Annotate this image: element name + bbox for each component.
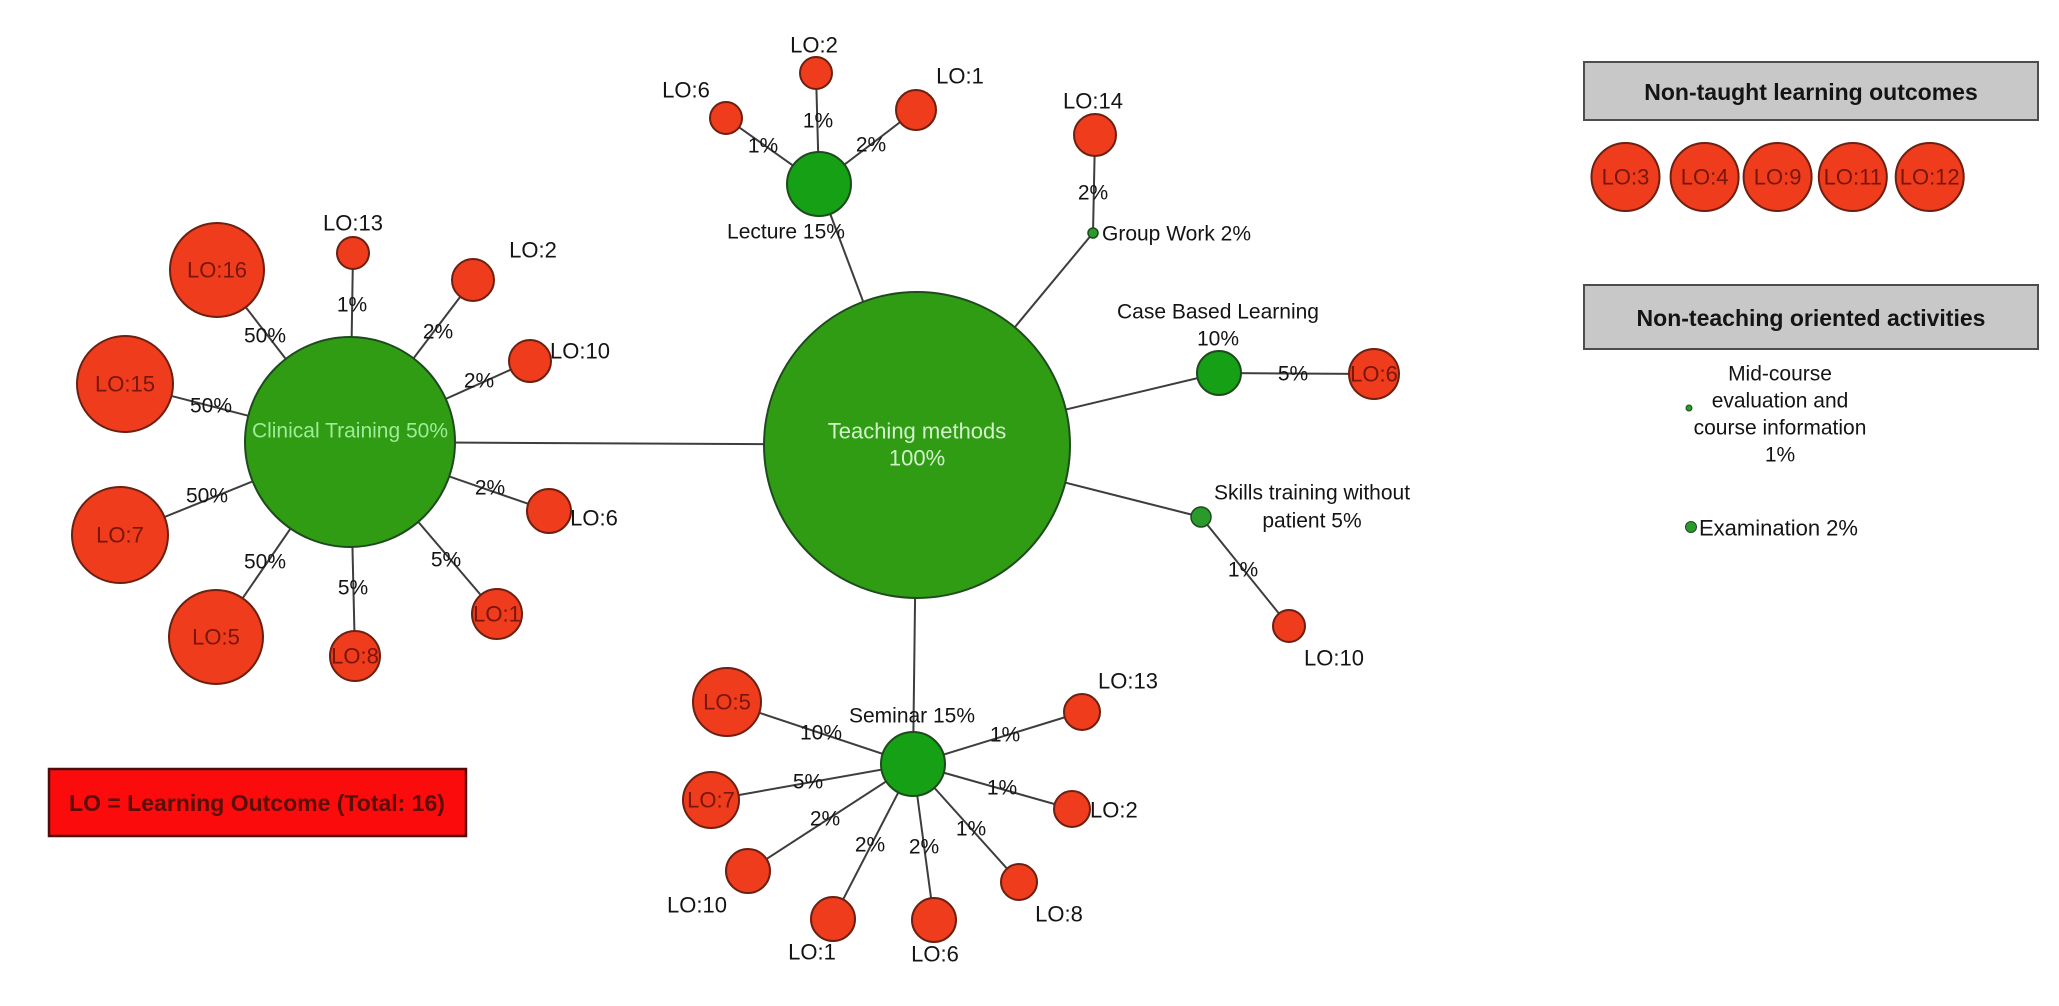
svg-text:Seminar 15%: Seminar 15%	[849, 705, 975, 728]
svg-text:LO:5: LO:5	[192, 625, 240, 650]
svg-text:100%: 100%	[889, 446, 945, 471]
svg-text:LO:10: LO:10	[667, 893, 727, 918]
svg-text:Mid-course: Mid-course	[1728, 363, 1832, 386]
svg-text:Lecture 15%: Lecture 15%	[727, 221, 845, 244]
svg-text:1%: 1%	[803, 110, 833, 133]
svg-text:LO:5: LO:5	[703, 690, 751, 715]
svg-text:1%: 1%	[956, 818, 986, 841]
svg-text:LO:6: LO:6	[911, 942, 959, 967]
svg-text:LO:13: LO:13	[1098, 669, 1158, 694]
svg-text:10%: 10%	[1197, 328, 1239, 351]
svg-text:5%: 5%	[431, 549, 461, 572]
svg-text:LO:1: LO:1	[473, 602, 521, 627]
svg-text:2%: 2%	[856, 134, 886, 157]
svg-text:Skills training without: Skills training without	[1214, 482, 1410, 505]
svg-text:1%: 1%	[987, 777, 1017, 800]
svg-text:LO:6: LO:6	[570, 506, 618, 531]
svg-text:LO:6: LO:6	[662, 78, 710, 103]
svg-text:LO:14: LO:14	[1063, 89, 1123, 114]
svg-text:Group Work 2%: Group Work 2%	[1102, 223, 1251, 246]
svg-text:2%: 2%	[464, 370, 494, 393]
svg-text:LO:7: LO:7	[96, 523, 144, 548]
svg-text:course information: course information	[1694, 417, 1867, 440]
svg-text:LO = Learning Outcome (Total:: LO = Learning Outcome (Total: 16)	[69, 790, 445, 816]
svg-text:LO:2: LO:2	[790, 33, 838, 58]
svg-text:2%: 2%	[909, 836, 939, 859]
svg-text:5%: 5%	[1278, 363, 1308, 386]
svg-text:2%: 2%	[475, 477, 505, 500]
svg-text:5%: 5%	[793, 771, 823, 794]
svg-text:2%: 2%	[855, 834, 885, 857]
svg-text:50%: 50%	[244, 325, 286, 348]
svg-text:LO:15: LO:15	[95, 372, 155, 397]
svg-text:LO:2: LO:2	[509, 238, 557, 263]
svg-text:1%: 1%	[337, 294, 367, 317]
svg-text:LO:8: LO:8	[1035, 902, 1083, 927]
svg-text:Case Based Learning: Case Based Learning	[1117, 301, 1319, 324]
svg-text:LO:11: LO:11	[1824, 165, 1882, 190]
svg-text:1%: 1%	[748, 135, 778, 158]
svg-text:50%: 50%	[190, 395, 232, 418]
svg-text:LO:6: LO:6	[1350, 362, 1398, 387]
svg-text:1%: 1%	[990, 724, 1020, 747]
svg-text:patient 5%: patient 5%	[1262, 510, 1361, 533]
svg-text:Clinical Training 50%: Clinical Training 50%	[252, 420, 448, 443]
svg-text:LO:1: LO:1	[788, 940, 836, 965]
svg-text:LO:10: LO:10	[550, 339, 610, 364]
svg-text:LO:1: LO:1	[936, 64, 984, 89]
svg-text:1%: 1%	[1765, 444, 1795, 467]
svg-text:LO:13: LO:13	[323, 211, 383, 236]
svg-text:LO:7: LO:7	[687, 788, 735, 813]
svg-text:LO:12: LO:12	[1900, 165, 1960, 190]
svg-text:LO:3: LO:3	[1602, 165, 1650, 190]
svg-text:evaluation and: evaluation and	[1712, 390, 1849, 413]
svg-text:LO:9: LO:9	[1754, 165, 1802, 190]
svg-text:50%: 50%	[244, 551, 286, 574]
svg-text:50%: 50%	[186, 485, 228, 508]
svg-text:LO:8: LO:8	[331, 644, 379, 669]
svg-text:2%: 2%	[423, 321, 453, 344]
svg-text:Non-taught learning outcomes: Non-taught learning outcomes	[1644, 79, 1978, 105]
svg-text:2%: 2%	[1078, 182, 1108, 205]
svg-text:10%: 10%	[800, 722, 842, 745]
svg-text:LO:16: LO:16	[187, 258, 247, 283]
svg-text:Non-teaching oriented activiti: Non-teaching oriented activities	[1637, 305, 1986, 331]
svg-text:LO:2: LO:2	[1090, 798, 1138, 823]
svg-text:5%: 5%	[338, 577, 368, 600]
svg-text:2%: 2%	[810, 808, 840, 831]
svg-text:Examination 2%: Examination 2%	[1699, 516, 1858, 541]
svg-text:LO:10: LO:10	[1304, 646, 1364, 671]
svg-text:1%: 1%	[1228, 559, 1258, 582]
svg-text:Teaching methods: Teaching methods	[828, 419, 1007, 444]
svg-text:LO:4: LO:4	[1681, 165, 1729, 190]
